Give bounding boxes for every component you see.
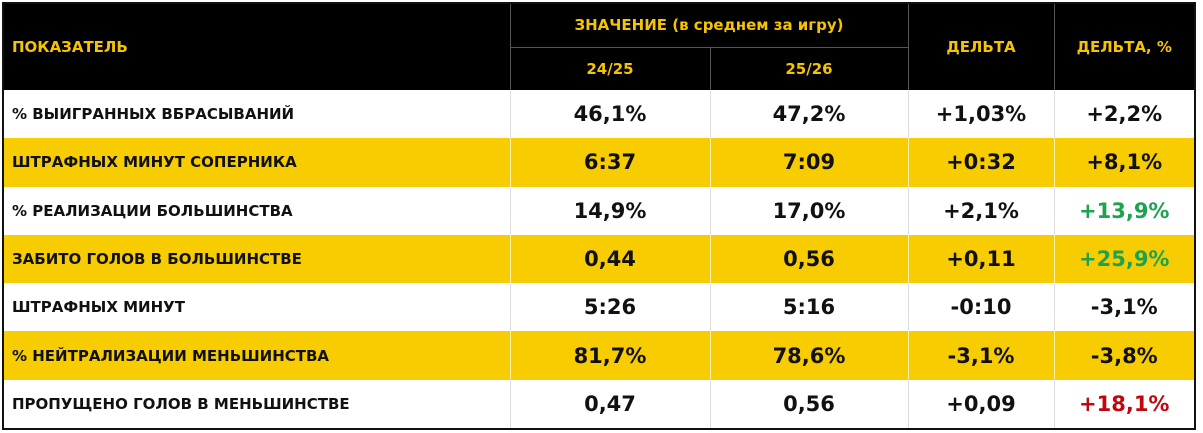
table-row: ШТРАФНЫХ МИНУТ 5:26 5:16 -0:10 -3,1%: [4, 283, 1194, 332]
value-24-25: 6:37: [509, 138, 710, 187]
delta-value: +0,11: [907, 234, 1054, 284]
value-24-25: 5:26: [509, 283, 710, 332]
value-25-26: 7:09: [709, 138, 908, 187]
delta-pct-value: +2,2%: [1053, 90, 1194, 139]
row-label: ЗАБИТО ГОЛОВ В БОЛЬШИНСТВЕ: [4, 234, 510, 284]
delta-pct-value: -3,8%: [1053, 331, 1194, 380]
value-24-25: 0,47: [509, 379, 710, 428]
delta-pct-value: +8,1%: [1053, 138, 1194, 187]
value-25-26: 17,0%: [709, 186, 908, 235]
value-25-26: 0,56: [709, 379, 908, 428]
delta-value: +2,1%: [907, 186, 1054, 235]
table-row: % РЕАЛИЗАЦИИ БОЛЬШИНСТВА 14,9% 17,0% +2,1% +…: [4, 186, 1194, 235]
row-label: % РЕАЛИЗАЦИИ БОЛЬШИНСТВА: [4, 186, 510, 235]
row-label: ШТРАФНЫХ МИНУТ СОПЕРНИКА: [4, 138, 510, 187]
table-row: ПРОПУЩЕНО ГОЛОВ В МЕНЬШИНСТВЕ 0,47 0,56 +0,…: [4, 379, 1194, 428]
value-25-26: 78,6%: [709, 331, 908, 380]
delta-pct-value: -3,1%: [1053, 283, 1194, 332]
stats-table: ПОКАЗАТЕЛЬ ЗНАЧЕНИЕ (в среднем за игру) …: [4, 4, 1194, 428]
value-24-25: 14,9%: [509, 186, 710, 235]
delta-value: -0:10: [907, 283, 1054, 332]
table-row: % НЕЙТРАЛИЗАЦИИ МЕНЬШИНСТВА 81,7% 78,6% -3,…: [4, 331, 1194, 380]
value-25-26: 5:16: [709, 283, 908, 332]
delta-value: +0,09: [907, 379, 1054, 428]
delta-value: +1,03%: [907, 90, 1054, 139]
table-row: ШТРАФНЫХ МИНУТ СОПЕРНИКА 6:37 7:09 +0:32 +8,…: [4, 138, 1194, 187]
delta-pct-value: +18,1%: [1053, 379, 1194, 428]
value-25-26: 47,2%: [709, 90, 908, 139]
row-label: ПРОПУЩЕНО ГОЛОВ В МЕНЬШИНСТВЕ: [4, 379, 510, 428]
row-label: % НЕЙТРАЛИЗАЦИИ МЕНЬШИНСТВА: [4, 331, 510, 380]
value-24-25: 0,44: [509, 234, 710, 284]
table-row: ЗАБИТО ГОЛОВ В БОЛЬШИНСТВЕ 0,44 0,56 +0,11 +…: [4, 234, 1194, 284]
header-delta-pct: ДЕЛЬТА, %: [1053, 4, 1194, 90]
table-row: % ВЫИГРАННЫХ ВБРАСЫВАНИЙ 46,1% 47,2% +1,03%…: [4, 90, 1194, 139]
value-24-25: 46,1%: [509, 90, 710, 139]
header-season-a: 24/25: [509, 46, 710, 90]
header-value-group: ЗНАЧЕНИЕ (в среднем за игру): [509, 4, 908, 47]
header-delta: ДЕЛЬТА: [907, 4, 1054, 90]
value-25-26: 0,56: [709, 234, 908, 284]
row-label: % ВЫИГРАННЫХ ВБРАСЫВАНИЙ: [4, 90, 510, 139]
delta-pct-value: +13,9%: [1053, 186, 1194, 235]
header-indicator: ПОКАЗАТЕЛЬ: [4, 4, 510, 90]
value-24-25: 81,7%: [509, 331, 710, 380]
delta-pct-value: +25,9%: [1053, 234, 1194, 284]
row-label: ШТРАФНЫХ МИНУТ: [4, 283, 510, 332]
delta-value: -3,1%: [907, 331, 1054, 380]
delta-value: +0:32: [907, 138, 1054, 187]
header-season-b: 25/26: [709, 46, 908, 90]
